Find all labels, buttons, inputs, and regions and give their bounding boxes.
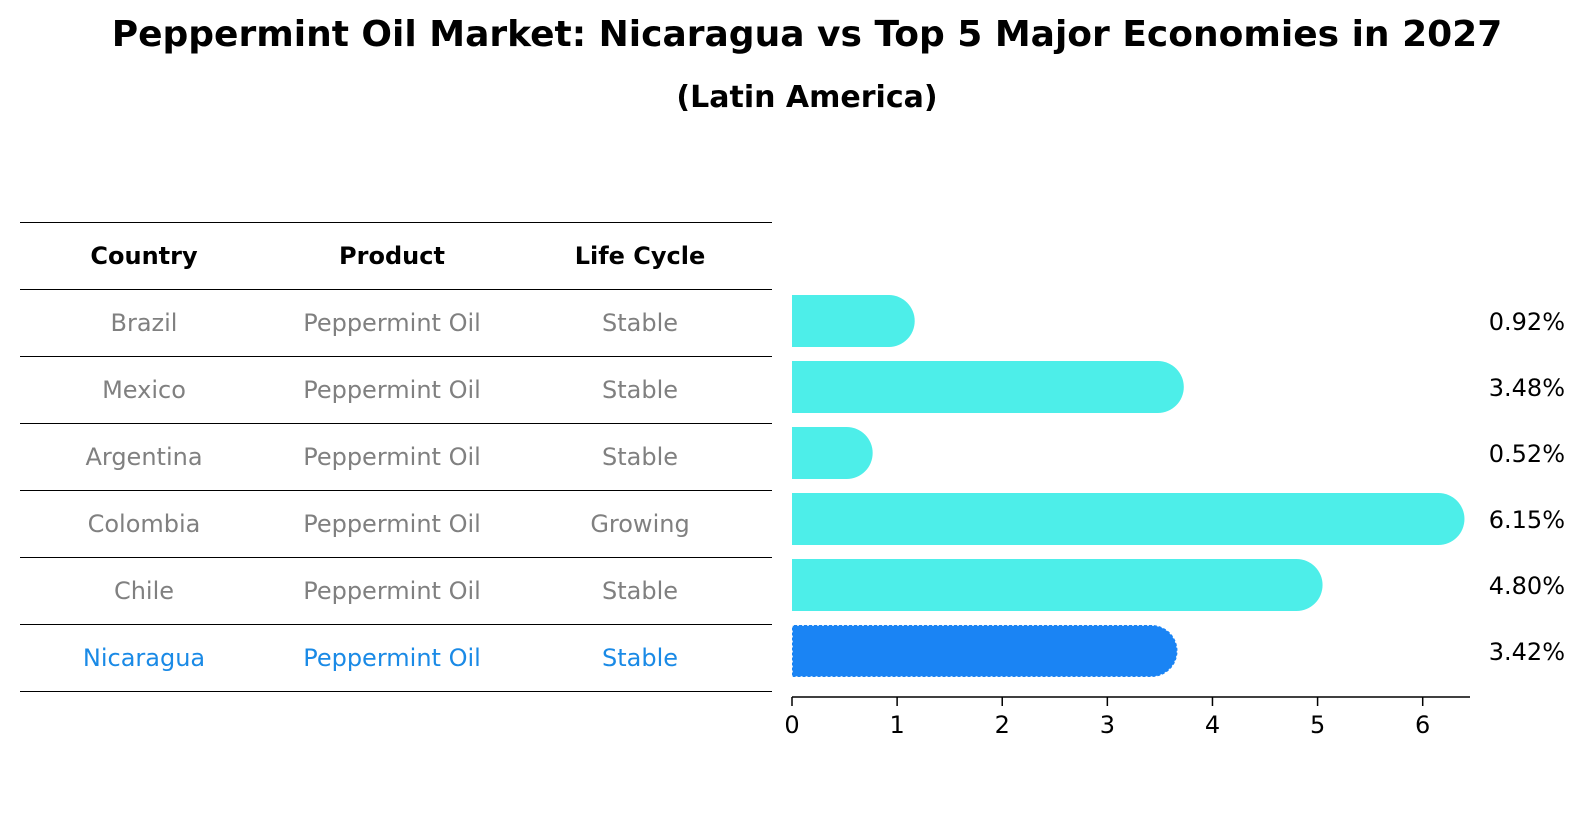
header-product: Product [339,242,445,270]
value-label: 4.80% [1489,572,1565,600]
table-header-row: Country Product Life Cycle [20,222,772,289]
bar [792,295,915,347]
bar-highlight [791,624,1179,678]
data-table: Country Product Life Cycle Brazil Pepper… [20,222,772,692]
value-label: 0.92% [1489,308,1565,336]
value-label: 3.42% [1489,638,1565,666]
product-cell: Peppermint Oil [303,510,481,538]
life-cycle-cell: Stable [601,577,679,605]
bar [792,427,873,479]
x-tick-label: 4 [1205,711,1220,739]
product-cell: Peppermint Oil [303,577,481,605]
x-tick-label: 5 [1310,711,1325,739]
life-cycle-cell: Growing [590,510,690,538]
value-label: 3.48% [1489,374,1565,402]
life-cycle-cell: Stable [601,644,679,672]
life-cycle-cell: Stable [601,309,679,337]
bar [792,559,1323,611]
header-country: Country [90,242,198,270]
product-cell: Peppermint Oil [303,309,481,337]
x-tick-label: 1 [889,711,904,739]
x-tick-label: 0 [784,711,799,739]
table-row-highlight: Nicaragua Peppermint Oil Stable [20,624,772,692]
table-row: Colombia Peppermint Oil Growing [20,490,772,557]
chart-title: Peppermint Oil Market: Nicaragua vs Top … [111,14,1503,55]
table-row: Brazil Peppermint Oil Stable [20,289,772,356]
country-cell: Brazil [110,309,178,337]
table-row: Mexico Peppermint Oil Stable [20,356,772,423]
x-tick-label: 2 [995,711,1010,739]
country-cell: Mexico [102,376,186,404]
value-label: 6.15% [1489,506,1565,534]
x-tick-label: 3 [1100,711,1115,739]
product-cell: Peppermint Oil [303,443,481,471]
bar [792,361,1184,413]
bar [792,493,1465,545]
life-cycle-cell: Stable [601,376,679,404]
table-row: Argentina Peppermint Oil Stable [20,423,772,490]
life-cycle-cell: Stable [601,443,679,471]
value-label: 0.52% [1489,440,1565,468]
country-cell: Nicaragua [82,644,206,672]
country-cell: Argentina [85,443,203,471]
country-cell: Chile [113,577,175,605]
country-cell: Colombia [87,510,201,538]
x-tick-label: 6 [1415,711,1430,739]
product-cell: Peppermint Oil [303,644,481,672]
product-cell: Peppermint Oil [303,376,481,404]
chart-subtitle: (Latin America) [676,80,938,115]
table-row: Chile Peppermint Oil Stable [20,557,772,624]
header-life-cycle: Life Cycle [574,242,706,270]
